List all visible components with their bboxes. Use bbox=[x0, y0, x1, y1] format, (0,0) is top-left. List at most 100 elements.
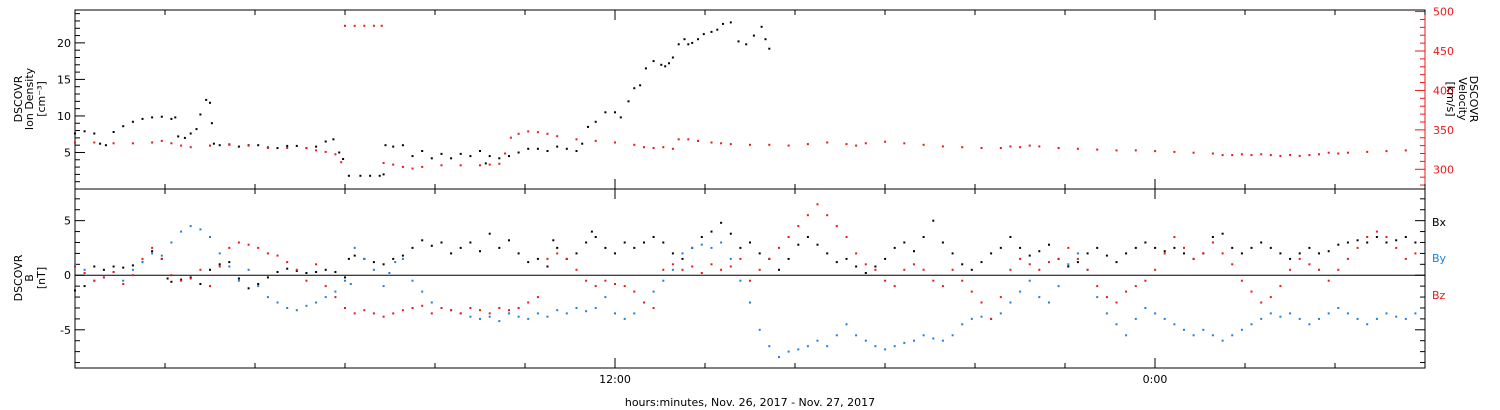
bz-point bbox=[749, 279, 751, 282]
bx-point bbox=[334, 271, 337, 273]
by-point bbox=[411, 279, 414, 282]
bz-point bbox=[758, 268, 761, 271]
by-point bbox=[1318, 317, 1320, 320]
density-point bbox=[652, 60, 655, 63]
velocity-point bbox=[160, 139, 163, 142]
density-point bbox=[488, 155, 491, 158]
density-point bbox=[421, 150, 424, 152]
bx-point bbox=[1395, 239, 1398, 242]
bx-point bbox=[552, 239, 555, 242]
bz-point bbox=[970, 290, 973, 293]
by-point bbox=[922, 334, 925, 337]
bz-point bbox=[643, 301, 645, 304]
bx-point bbox=[295, 269, 298, 272]
bx-point bbox=[913, 250, 915, 253]
by-point bbox=[739, 279, 742, 282]
bx-point bbox=[990, 252, 993, 255]
bx-point bbox=[305, 272, 308, 274]
bz-point bbox=[922, 268, 925, 271]
by-point bbox=[1221, 339, 1224, 342]
density-point bbox=[668, 62, 670, 65]
velocity-point bbox=[720, 142, 723, 145]
bz-point bbox=[508, 309, 510, 312]
by-point bbox=[604, 296, 607, 299]
density-point bbox=[359, 174, 362, 177]
by-point bbox=[334, 290, 337, 293]
bx-point bbox=[556, 246, 559, 249]
by-point bbox=[614, 312, 616, 315]
by-point bbox=[1173, 323, 1176, 326]
bz-point bbox=[941, 285, 944, 288]
bz-point bbox=[546, 257, 549, 260]
density-point bbox=[401, 144, 404, 147]
density-point bbox=[760, 25, 763, 28]
density-point bbox=[604, 111, 607, 114]
bx-point bbox=[1144, 241, 1147, 244]
bz-point bbox=[1105, 296, 1108, 299]
density-point bbox=[683, 38, 686, 41]
velocity-point bbox=[340, 161, 343, 164]
bz-point bbox=[160, 257, 163, 260]
bz-point bbox=[334, 296, 337, 299]
bx-point bbox=[151, 250, 154, 253]
bz-point bbox=[961, 279, 964, 282]
density-point bbox=[257, 144, 260, 147]
density-point bbox=[378, 174, 381, 177]
bz-point bbox=[1414, 252, 1417, 255]
bx-point bbox=[633, 246, 636, 249]
velocity-point bbox=[1240, 153, 1243, 156]
time-tick-label: 12:00 bbox=[599, 373, 631, 386]
by-point bbox=[382, 285, 385, 288]
by-point bbox=[1202, 328, 1205, 331]
velocity-point bbox=[440, 164, 443, 167]
density-point bbox=[237, 145, 240, 148]
density-point bbox=[575, 150, 578, 152]
bz-point bbox=[913, 263, 915, 266]
by-point bbox=[1346, 312, 1349, 315]
bz-point bbox=[247, 243, 250, 246]
bx-point bbox=[671, 252, 674, 255]
bx-point bbox=[74, 289, 76, 292]
bz-point bbox=[228, 246, 231, 249]
velocity-point bbox=[411, 167, 414, 170]
bz-point bbox=[102, 276, 105, 279]
density-point bbox=[295, 144, 298, 147]
bx-point bbox=[961, 263, 964, 266]
by-point bbox=[344, 279, 346, 282]
bz-point bbox=[305, 279, 308, 282]
velocity-point bbox=[189, 146, 192, 149]
bx-point bbox=[604, 246, 607, 249]
by-point bbox=[1019, 290, 1022, 293]
velocity-point bbox=[305, 147, 308, 149]
bx-point bbox=[189, 276, 192, 279]
bx-point bbox=[112, 265, 115, 268]
by-point bbox=[691, 246, 694, 249]
velocity-point bbox=[151, 141, 154, 144]
bx-point bbox=[623, 241, 626, 244]
by-point bbox=[1211, 334, 1214, 337]
by-point bbox=[1125, 334, 1128, 337]
by-point bbox=[941, 339, 944, 342]
bz-point bbox=[488, 312, 491, 315]
bx-point bbox=[276, 271, 279, 273]
by-point bbox=[855, 334, 858, 337]
velocity-point bbox=[806, 143, 809, 146]
bz-point bbox=[1289, 268, 1292, 271]
bz-point bbox=[295, 268, 298, 271]
bx-point bbox=[344, 276, 346, 279]
bx-point bbox=[1250, 246, 1253, 249]
density-point bbox=[411, 155, 414, 158]
bx-point bbox=[970, 268, 973, 271]
by-point bbox=[768, 345, 771, 348]
bz-point bbox=[315, 263, 318, 266]
velocity-ylabel-line-2: Velocity bbox=[1456, 77, 1469, 121]
bz-point bbox=[411, 307, 414, 309]
velocity-point bbox=[662, 146, 665, 149]
velocity-point bbox=[697, 139, 699, 142]
density-velocity-marks bbox=[74, 21, 1407, 177]
bx-point bbox=[922, 236, 925, 238]
bz-point bbox=[382, 315, 385, 318]
by-point bbox=[758, 328, 761, 331]
velocity-point bbox=[1038, 145, 1041, 148]
